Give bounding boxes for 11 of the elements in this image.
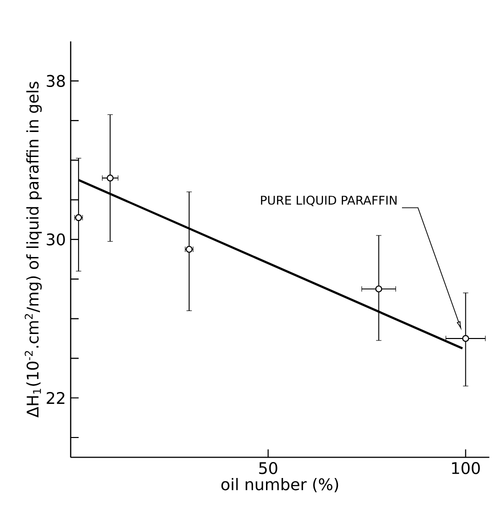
- point: [375, 285, 382, 292]
- point: [106, 174, 114, 182]
- y-tick-label: 22: [46, 392, 64, 404]
- x-tick-label: 100: [452, 462, 480, 474]
- x-tick-label: 50: [259, 462, 278, 474]
- y-axis-title: ΔH$_{1}$(10$^{-2}$.cm$^{2}$/mg) of liquid paraffin in gels: [24, 82, 42, 418]
- y-tick-label: 38: [46, 74, 65, 88]
- point: [462, 335, 470, 342]
- y-tick-label: 30: [46, 233, 65, 246]
- annotation: PURE LIQUID PARAFFIN: [261, 196, 397, 206]
- x-axis-title: oil number (%): [221, 478, 338, 492]
